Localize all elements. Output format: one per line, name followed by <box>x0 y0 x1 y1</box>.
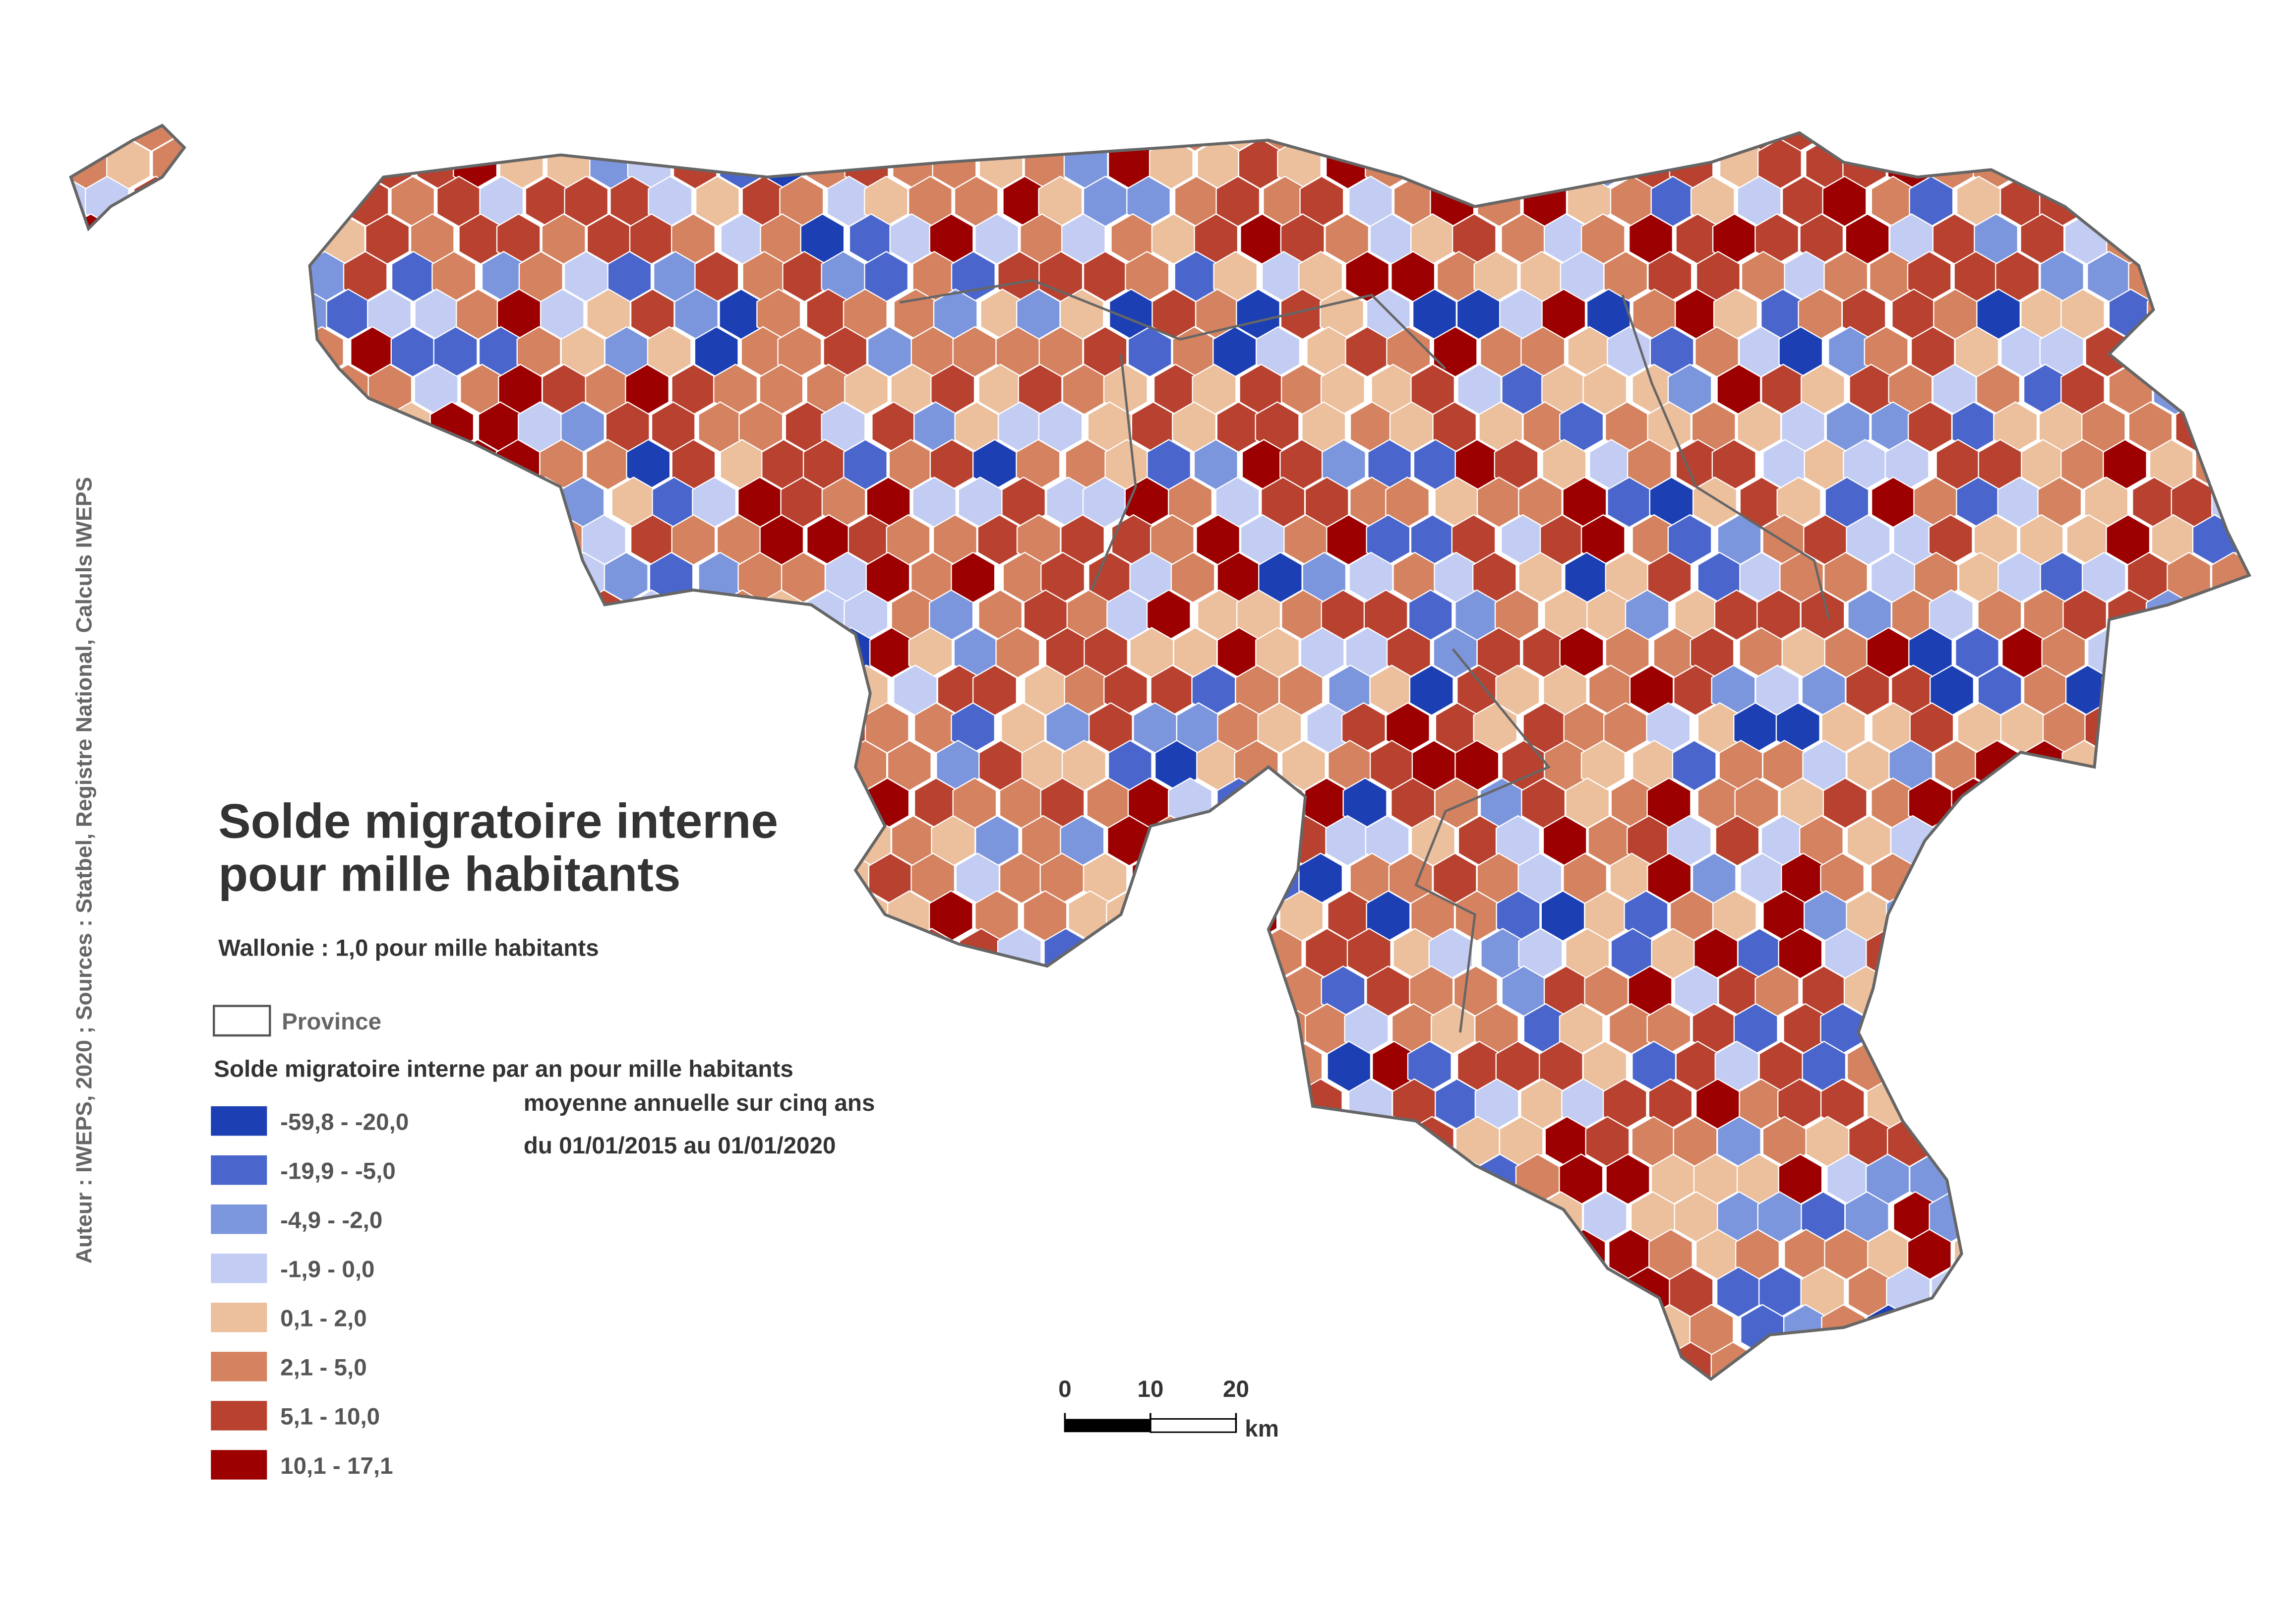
province-boundaries <box>899 279 1830 1033</box>
commune <box>541 213 586 265</box>
legend-label: 5,1 - 10,0 <box>280 1404 380 1430</box>
commune <box>671 514 716 566</box>
commune <box>1127 326 1172 378</box>
legend-label: 0,1 - 2,0 <box>280 1306 367 1332</box>
commune <box>1778 928 1823 979</box>
scale-tick-label: 10 <box>1137 1376 1163 1402</box>
province-label: Province <box>282 1009 381 1035</box>
commune <box>1148 138 1194 190</box>
legend-swatch <box>211 1106 267 1136</box>
commune <box>1823 551 1868 603</box>
legend-swatch <box>211 1352 267 1382</box>
commune <box>564 176 609 228</box>
commune <box>1495 664 1540 717</box>
commune <box>1518 551 1563 603</box>
scale-unit: km <box>1245 1416 1279 1442</box>
scale-tick-label: 0 <box>1058 1376 1071 1402</box>
commune <box>1647 852 1692 904</box>
subtitle: Wallonie : 1,0 pour mille habitants <box>218 935 599 961</box>
commune <box>1409 664 1454 717</box>
commune <box>1715 815 1760 867</box>
commune <box>1955 627 1999 679</box>
legend-swatch <box>211 1401 267 1431</box>
legend-swatch <box>211 1450 267 1480</box>
legend-label: -1,9 - 0,0 <box>280 1257 374 1283</box>
legend-title: Solde migratoire interne par an pour mil… <box>214 1056 793 1082</box>
commune <box>1257 702 1302 754</box>
province-swatch <box>213 1005 271 1037</box>
title: Solde migratoire interne <box>218 794 778 848</box>
legend-label: -59,8 - -20,0 <box>280 1109 409 1135</box>
note: du 01/01/2015 au 01/01/2020 <box>524 1133 836 1159</box>
commune <box>1281 739 1326 791</box>
commune <box>695 176 740 228</box>
commune <box>995 627 1040 679</box>
commune <box>1170 551 1215 603</box>
commune <box>1822 176 1867 228</box>
scale-tick-label: 20 <box>1223 1376 1249 1402</box>
commune <box>1565 777 1610 829</box>
title: pour mille habitants <box>218 847 680 902</box>
commune <box>1434 777 1479 829</box>
note: moyenne annuelle sur cinq ans <box>524 1090 875 1116</box>
commune <box>844 363 889 416</box>
legend-swatch <box>211 1303 267 1332</box>
commune <box>1846 514 1891 566</box>
legend-label: 10,1 - 17,1 <box>280 1453 393 1479</box>
scale-segment <box>1149 1418 1237 1433</box>
region-outline <box>308 131 2251 1381</box>
legend: -59,8 - -20,0 -19,9 - -5,0 -4,9 - -2,0 -1,9… <box>211 1106 409 1480</box>
commune <box>1822 777 1868 829</box>
scale-segment <box>1065 1419 1150 1433</box>
legend-swatch <box>211 1155 267 1185</box>
legend-label: -19,9 - -5,0 <box>280 1158 396 1185</box>
legend-swatch <box>211 1204 267 1234</box>
legend-label: 2,1 - 5,0 <box>280 1355 367 1381</box>
scale-bar: 0 10 20 km <box>1058 1376 1279 1442</box>
legend-label: -4,9 - -2,0 <box>280 1207 382 1234</box>
source: Auteur : IWEPS, 2020 ; Sources : Statbel… <box>72 477 96 1264</box>
commune <box>1672 739 1717 791</box>
commune <box>1692 476 1738 528</box>
commune <box>1977 589 2022 641</box>
commune <box>1845 664 1890 717</box>
enclave-outline <box>69 123 186 232</box>
commune <box>1605 1153 1650 1205</box>
commune <box>974 213 1019 265</box>
legend-swatch <box>211 1254 267 1283</box>
commune <box>1433 326 1478 378</box>
